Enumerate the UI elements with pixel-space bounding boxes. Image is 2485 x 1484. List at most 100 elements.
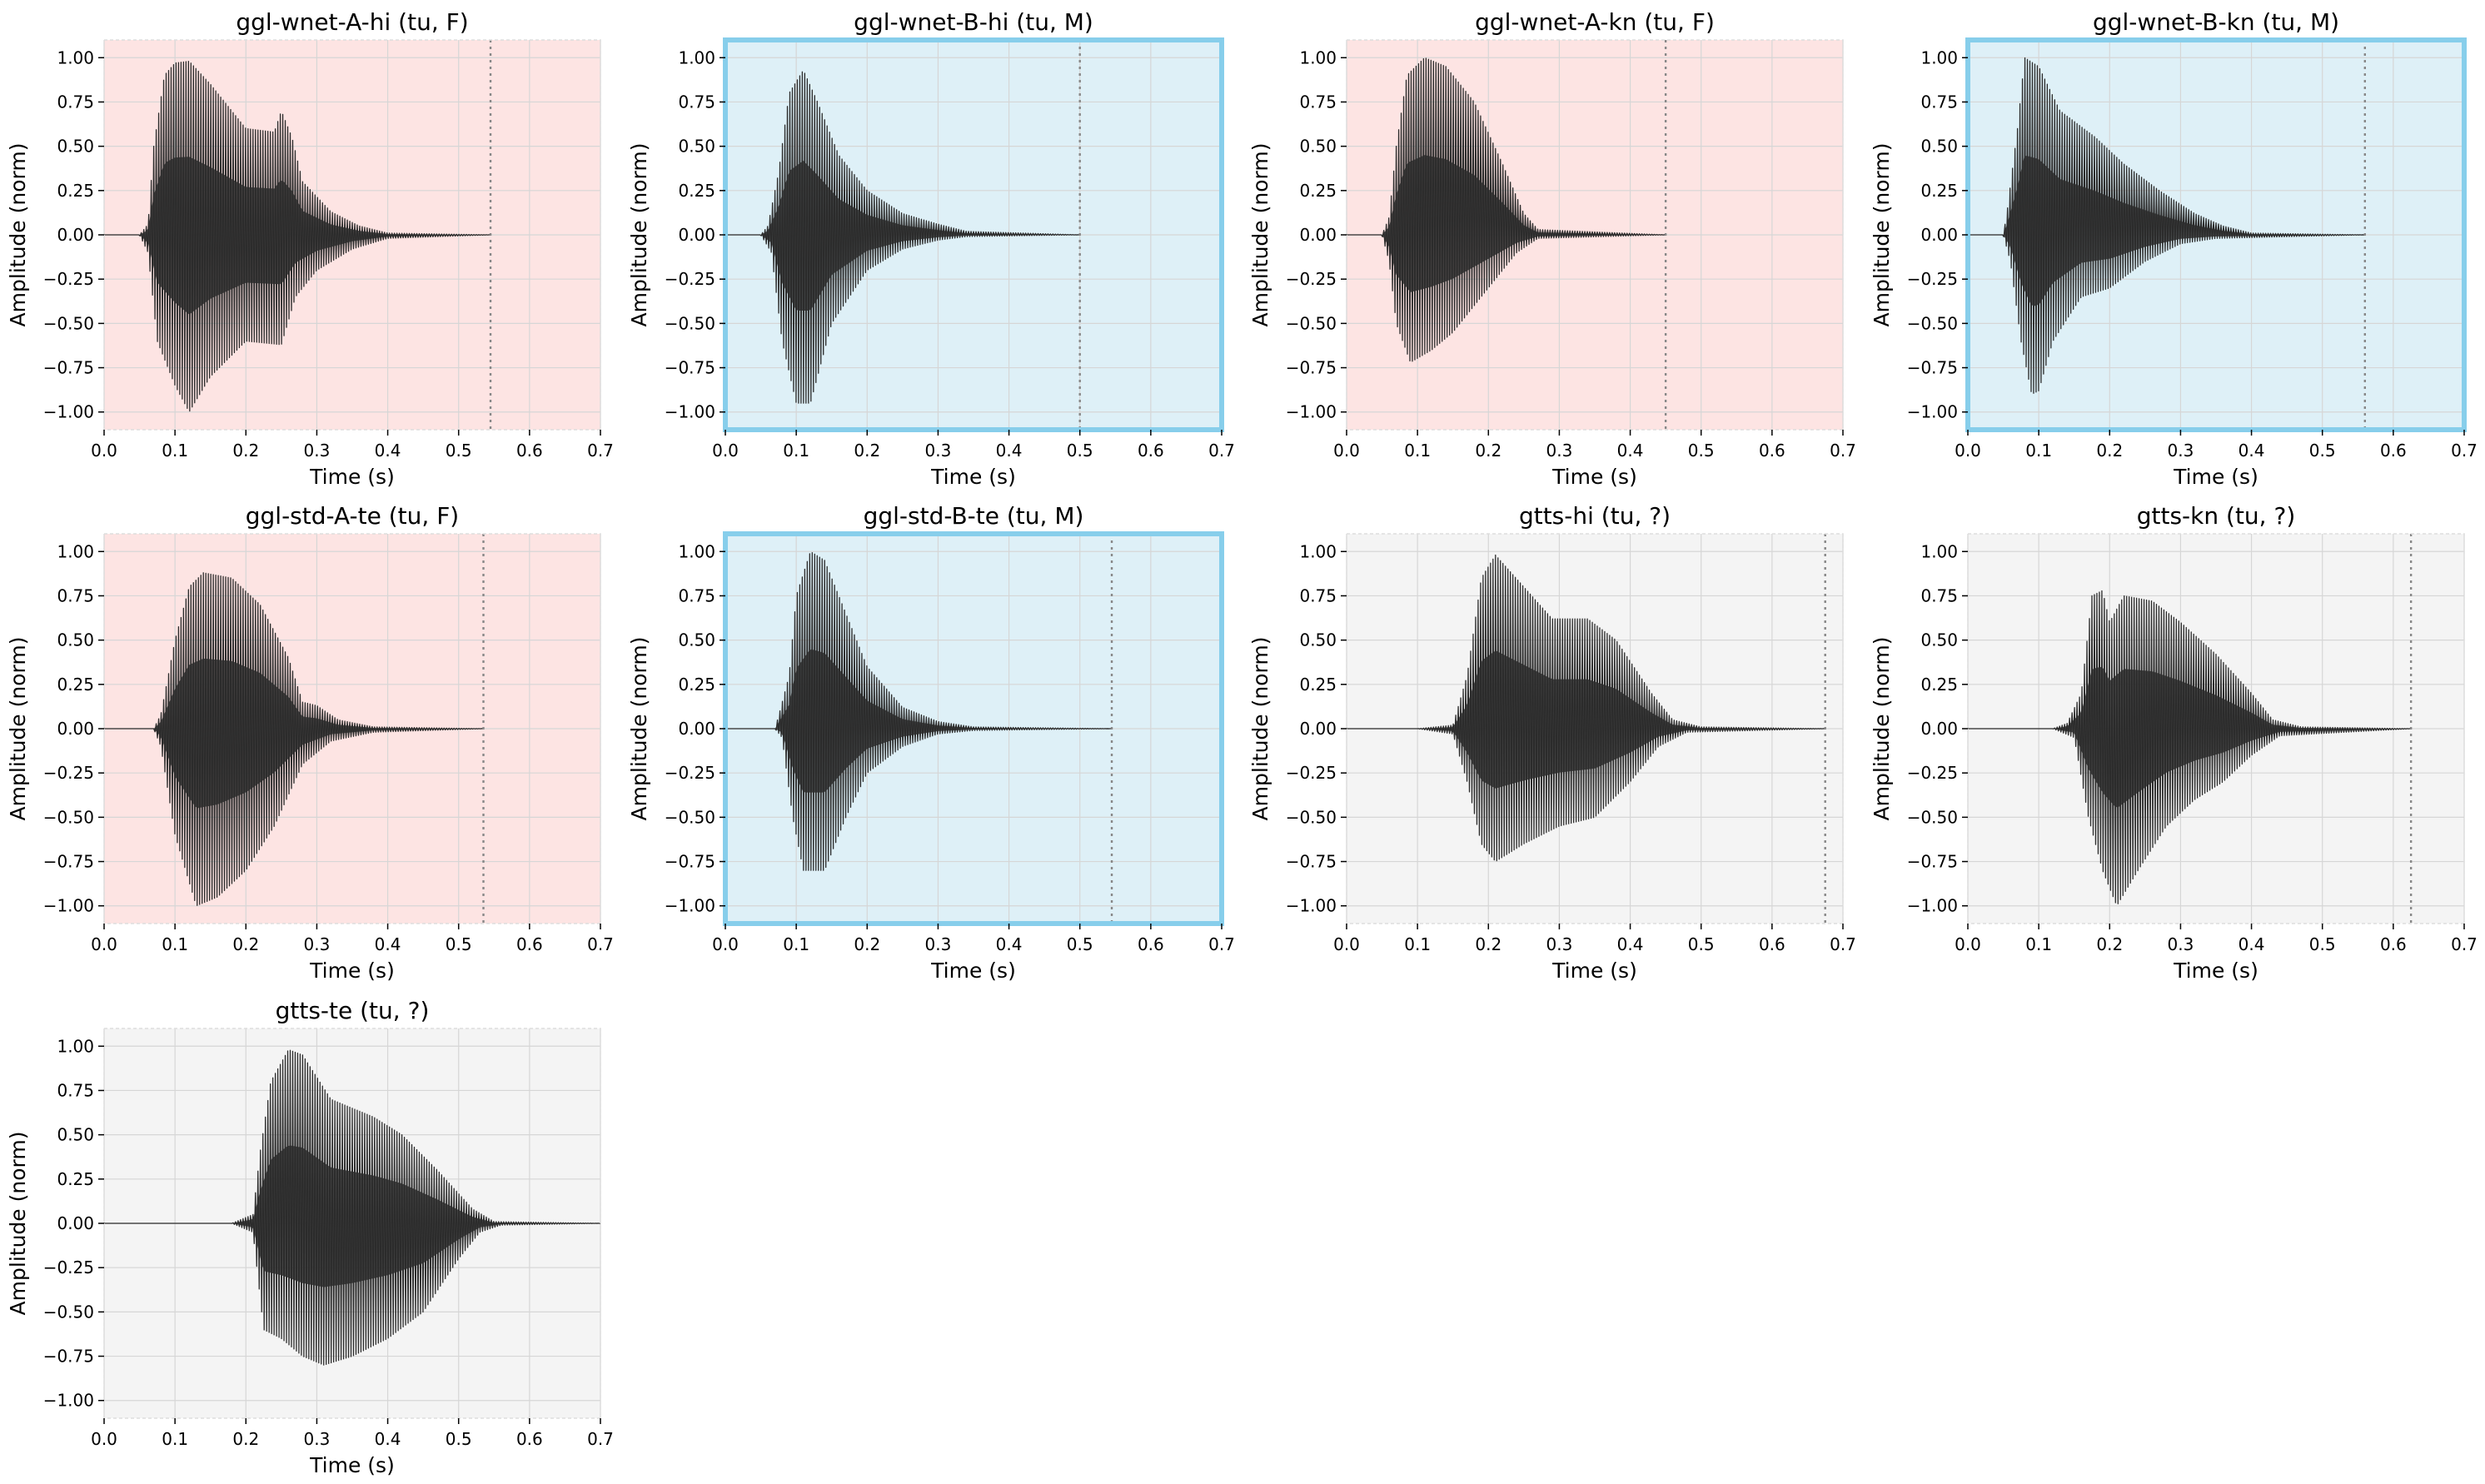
x-tick-label: 0.1 bbox=[1404, 934, 1431, 954]
y-tick-label: −1.00 bbox=[1907, 896, 1958, 916]
x-tick-label: 0.4 bbox=[375, 441, 401, 461]
y-tick-label: 0.75 bbox=[57, 585, 94, 605]
y-tick-label: 0.00 bbox=[57, 719, 94, 739]
subplot-4: 0.0 0.1 0.2 0.3 0.4 0.5 0.6 0.7 −1.00 −0.75 −0.50 −… bbox=[1870, 8, 2478, 489]
subplot-6: 0.0 0.1 0.2 0.3 0.4 0.5 0.6 0.7 −1.00 −0.75 −0.50 −… bbox=[627, 502, 1235, 983]
y-tick-label: 0.50 bbox=[1920, 137, 1958, 157]
y-tick-label: 0.75 bbox=[1299, 585, 1337, 605]
x-tick-label: 0.3 bbox=[304, 441, 331, 461]
y-tick-label: 1.00 bbox=[678, 47, 715, 67]
y-axis-label: Amplitude (norm) bbox=[627, 637, 651, 821]
x-tick-label: 0.7 bbox=[1830, 441, 1856, 461]
y-tick-label: −0.50 bbox=[43, 807, 94, 827]
y-tick-label: 0.75 bbox=[57, 92, 94, 112]
x-tick-label: 0.1 bbox=[162, 1429, 188, 1449]
subplot-title: ggl-std-A-te (tu, F) bbox=[246, 502, 459, 530]
y-tick-label: −1.00 bbox=[665, 896, 715, 916]
y-tick-label: 1.00 bbox=[678, 541, 715, 561]
subplot-title: ggl-std-B-te (tu, M) bbox=[864, 502, 1084, 530]
x-tick-label: 0.0 bbox=[1955, 934, 1981, 954]
x-tick-label: 0.2 bbox=[1475, 934, 1501, 954]
y-tick-label: −0.75 bbox=[1907, 358, 1958, 378]
x-tick-label: 0.0 bbox=[1333, 934, 1360, 954]
x-tick-label: 0.6 bbox=[2380, 934, 2407, 954]
y-tick-label: −0.50 bbox=[1907, 313, 1958, 333]
y-tick-label: 0.50 bbox=[1299, 137, 1337, 157]
y-axis-label: Amplitude (norm) bbox=[1870, 143, 1894, 327]
x-tick-label: 0.5 bbox=[2309, 441, 2336, 461]
y-tick-label: 0.75 bbox=[678, 585, 715, 605]
x-tick-label: 0.5 bbox=[1688, 441, 1715, 461]
x-tick-label: 0.3 bbox=[2168, 934, 2194, 954]
y-tick-label: 0.25 bbox=[57, 181, 94, 201]
x-tick-label: 0.3 bbox=[925, 441, 952, 461]
subplot-title: gtts-hi (tu, ?) bbox=[1519, 502, 1671, 530]
x-tick-label: 0.3 bbox=[1546, 441, 1573, 461]
x-tick-label: 0.2 bbox=[2096, 441, 2123, 461]
x-tick-label: 0.3 bbox=[304, 1429, 331, 1449]
y-tick-label: 0.00 bbox=[1299, 719, 1337, 739]
y-tick-label: 0.00 bbox=[1299, 225, 1337, 245]
y-tick-label: 0.50 bbox=[678, 630, 715, 650]
x-axis-label: Time (s) bbox=[309, 465, 395, 489]
y-tick-label: 0.75 bbox=[1299, 92, 1337, 112]
x-tick-label: 0.5 bbox=[1067, 441, 1093, 461]
x-tick-label: 0.7 bbox=[587, 1429, 614, 1449]
y-tick-label: 1.00 bbox=[1920, 47, 1958, 67]
subplot-1: 0.0 0.1 0.2 0.3 0.4 0.5 0.6 0.7 −1.00 −0.75 −0.50 −… bbox=[6, 8, 614, 489]
y-tick-label: −0.25 bbox=[43, 269, 94, 289]
x-tick-label: 0.7 bbox=[1208, 441, 1235, 461]
y-tick-label: −0.50 bbox=[665, 807, 715, 827]
waveform-core bbox=[232, 1145, 600, 1287]
subplot-title: ggl-wnet-B-hi (tu, M) bbox=[854, 8, 1093, 36]
x-tick-label: 0.0 bbox=[712, 441, 739, 461]
x-tick-label: 0.6 bbox=[2380, 441, 2407, 461]
x-tick-label: 0.4 bbox=[2238, 934, 2265, 954]
x-tick-label: 0.1 bbox=[2025, 934, 2052, 954]
y-axis-label: Amplitude (norm) bbox=[627, 143, 651, 327]
waveform-core bbox=[153, 658, 484, 809]
x-tick-label: 0.0 bbox=[1955, 441, 1981, 461]
x-tick-label: 0.4 bbox=[375, 1429, 401, 1449]
waveform-core bbox=[139, 157, 491, 315]
x-tick-label: 0.0 bbox=[91, 934, 117, 954]
y-tick-label: 0.00 bbox=[57, 225, 94, 245]
y-axis-label: Amplitude (norm) bbox=[1870, 637, 1894, 821]
subplot-7: 0.0 0.1 0.2 0.3 0.4 0.5 0.6 0.7 −1.00 −0.75 −0.50 −… bbox=[1248, 502, 1856, 983]
y-tick-label: 1.00 bbox=[57, 47, 94, 67]
y-tick-label: −1.00 bbox=[1286, 402, 1337, 422]
y-tick-label: 0.50 bbox=[57, 630, 94, 650]
waveform-core bbox=[760, 160, 1080, 311]
x-tick-label: 0.0 bbox=[1333, 441, 1360, 461]
x-axis-label: Time (s) bbox=[930, 465, 1016, 489]
y-tick-label: −0.50 bbox=[43, 313, 94, 333]
x-tick-label: 0.4 bbox=[1617, 441, 1644, 461]
y-tick-label: −0.75 bbox=[665, 852, 715, 872]
y-tick-label: 0.00 bbox=[57, 1213, 94, 1233]
y-tick-label: 0.50 bbox=[1299, 630, 1337, 650]
y-axis-label: Amplitude (norm) bbox=[6, 637, 30, 821]
y-tick-label: −0.75 bbox=[1907, 852, 1958, 872]
x-tick-label: 0.4 bbox=[996, 934, 1023, 954]
y-tick-label: 0.75 bbox=[1920, 585, 1958, 605]
y-tick-label: −0.75 bbox=[43, 852, 94, 872]
x-tick-label: 0.7 bbox=[2451, 934, 2478, 954]
y-axis-label: Amplitude (norm) bbox=[1248, 637, 1272, 821]
y-tick-label: −1.00 bbox=[43, 402, 94, 422]
waveform-core bbox=[1382, 155, 1666, 292]
subplot-9: 0.0 0.1 0.2 0.3 0.4 0.5 0.6 0.7 −1.00 −0.75 −0.50 −… bbox=[6, 997, 614, 1477]
x-tick-label: 0.4 bbox=[375, 934, 401, 954]
subplot-title: gtts-te (tu, ?) bbox=[276, 997, 430, 1024]
y-tick-label: 0.50 bbox=[1920, 630, 1958, 650]
y-tick-label: 1.00 bbox=[1299, 541, 1337, 561]
x-tick-label: 0.1 bbox=[162, 441, 188, 461]
subplot-title: ggl-wnet-A-hi (tu, F) bbox=[236, 8, 468, 36]
subplot-8: 0.0 0.1 0.2 0.3 0.4 0.5 0.6 0.7 −1.00 −0.75 −0.50 −… bbox=[1870, 502, 2478, 983]
x-tick-label: 0.6 bbox=[1138, 934, 1164, 954]
y-tick-label: 1.00 bbox=[1299, 47, 1337, 67]
y-tick-label: 1.00 bbox=[1920, 541, 1958, 561]
x-tick-label: 0.6 bbox=[1138, 441, 1164, 461]
y-tick-label: −0.50 bbox=[1286, 807, 1337, 827]
subplot-5: 0.0 0.1 0.2 0.3 0.4 0.5 0.6 0.7 −1.00 −0.75 −0.50 −… bbox=[6, 502, 614, 983]
y-tick-label: 0.75 bbox=[678, 92, 715, 112]
